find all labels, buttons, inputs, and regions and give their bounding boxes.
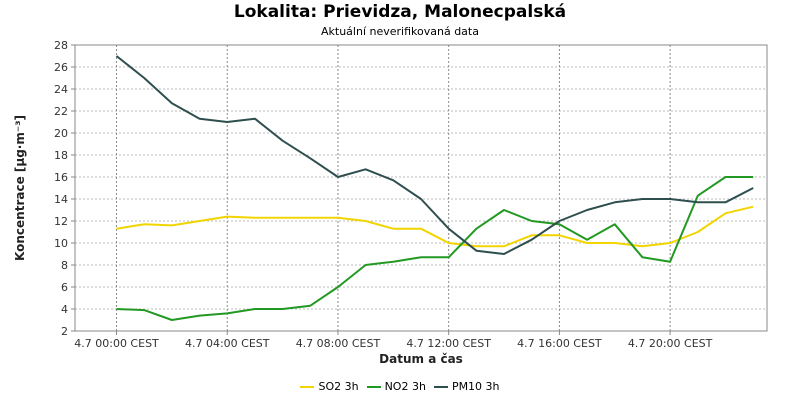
legend-swatch <box>300 386 315 388</box>
series-line-pm10-3h <box>115 55 754 255</box>
legend-swatch <box>366 386 381 388</box>
series-layer <box>115 55 754 321</box>
legend-label: NO2 3h <box>384 380 426 393</box>
chart-subtitle: Aktuální neverifikovaná data <box>321 25 479 38</box>
x-tick-label: 4.7 12:00 CEST <box>406 337 491 350</box>
series-line-no2-3h <box>116 176 754 321</box>
x-tick-label: 4.7 08:00 CEST <box>296 337 381 350</box>
y-tick-label: 18 <box>54 149 68 162</box>
chart-legend: SO2 3h NO2 3h PM10 3h <box>0 380 800 393</box>
y-tick-label: 16 <box>54 171 68 184</box>
y-tick-label: 4 <box>61 303 68 316</box>
y-tick-label: 2 <box>61 325 68 338</box>
x-tick-label: 4.7 04:00 CEST <box>185 337 270 350</box>
y-tick-label: 26 <box>54 61 68 74</box>
y-tick-label: 12 <box>54 215 68 228</box>
y-axis-label: Koncentrace [µg·m⁻³] <box>13 115 27 261</box>
grid-layer <box>75 44 767 331</box>
y-tick-label: 10 <box>54 237 68 250</box>
plot-frame <box>74 44 768 332</box>
x-tick-label: 4.7 16:00 CEST <box>517 337 602 350</box>
y-tick-label: 20 <box>54 127 68 140</box>
y-tick-label: 14 <box>54 193 68 206</box>
y-tick-label: 24 <box>54 83 68 96</box>
legend-item: SO2 3h <box>300 380 359 393</box>
legend-label: SO2 3h <box>318 380 359 393</box>
legend-label: PM10 3h <box>451 380 500 393</box>
chart-title: Lokalita: Prievidza, Malonecpalská <box>233 2 567 22</box>
legend-item: NO2 3h <box>366 380 426 393</box>
legend-swatch <box>433 386 448 388</box>
x-tick-label: 4.7 20:00 CEST <box>628 337 713 350</box>
x-tick-label: 4.7 00:00 CEST <box>74 337 159 350</box>
x-axis-label: Datum a čas <box>379 352 463 366</box>
series-line-so2-3h <box>116 205 754 248</box>
legend-item: PM10 3h <box>433 380 500 393</box>
y-tick-label: 8 <box>61 259 68 272</box>
y-tick-label: 22 <box>54 105 68 118</box>
x-axis-ticks: 4.7 00:00 CEST 4.7 04:00 CEST 4.7 08:00 CE… <box>74 331 713 350</box>
y-tick-label: 28 <box>54 39 68 52</box>
y-tick-label: 6 <box>61 281 68 294</box>
